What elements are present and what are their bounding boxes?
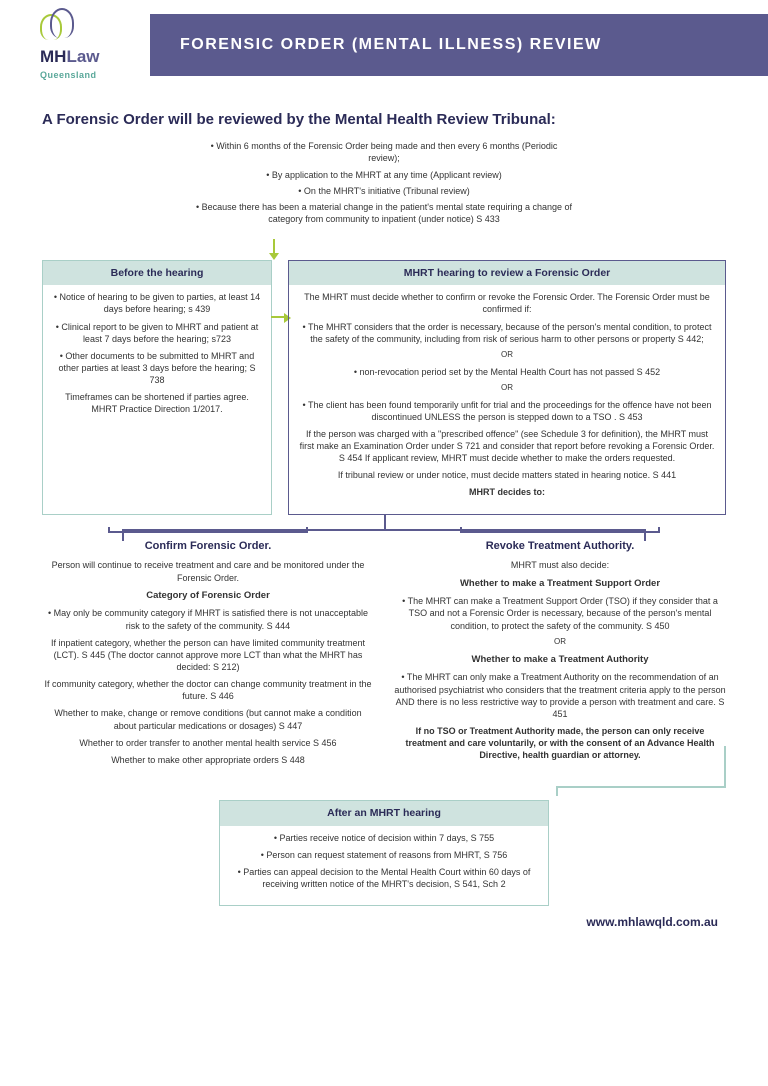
confirm-desc: Person will continue to receive treatmen… <box>42 559 374 583</box>
after-bullet: • Parties can appeal decision to the Men… <box>230 866 538 890</box>
hearing-decides: MHRT decides to: <box>299 486 715 498</box>
logo-region: Queensland <box>40 69 150 81</box>
before-bullet: • Other documents to be submitted to MHR… <box>53 350 261 386</box>
decision-row: Confirm Forensic Order. Person will cont… <box>42 531 726 787</box>
confirm-text: Whether to order transfer to another men… <box>42 737 374 749</box>
after-bullet: • Person can request statement of reason… <box>230 849 538 861</box>
revoke-desc: MHRT must also decide: <box>394 559 726 571</box>
after-bullet: • Parties receive notice of decision wit… <box>230 832 538 844</box>
revoke-title: Revoke Treatment Authority. <box>460 531 659 554</box>
revoke-column: Revoke Treatment Authority. MHRT must al… <box>394 531 726 787</box>
page-header: MHLaw Queensland FORENSIC ORDER (MENTAL … <box>0 0 768 90</box>
hearing-text: • non-revocation period set by the Menta… <box>299 366 715 378</box>
connector-icon <box>394 766 726 786</box>
intro-bullet: • Because there has been a material chan… <box>194 201 574 225</box>
revoke-text: If no TSO or Treatment Authority made, t… <box>394 725 726 761</box>
or-separator: OR <box>394 637 726 648</box>
confirm-column: Confirm Forensic Order. Person will cont… <box>42 531 374 787</box>
confirm-text: If inpatient category, whether the perso… <box>42 637 374 673</box>
hearing-text: • The MHRT considers that the order is n… <box>299 321 715 345</box>
confirm-title: Confirm Forensic Order. <box>108 531 307 554</box>
arrow-right-icon <box>271 316 285 318</box>
revoke-ta-header: Whether to make a Treatment Authority <box>394 654 726 667</box>
logo-mh: MH <box>40 47 66 66</box>
before-hearing-box: Before the hearing • Notice of hearing t… <box>42 260 272 514</box>
hearing-text: The MHRT must decide whether to confirm … <box>299 291 715 315</box>
before-bullet: Timeframes can be shortened if parties a… <box>53 391 261 415</box>
hearing-row: Before the hearing • Notice of hearing t… <box>42 260 726 514</box>
after-hearing-title: After an MHRT hearing <box>220 801 548 825</box>
confirm-text: Whether to make, change or remove condit… <box>42 707 374 731</box>
before-bullet: • Clinical report to be given to MHRT an… <box>53 321 261 345</box>
confirm-text: If community category, whether the docto… <box>42 678 374 702</box>
arrow-down-icon <box>0 239 616 260</box>
after-hearing-box: After an MHRT hearing • Parties receive … <box>219 800 549 906</box>
revoke-text: • The MHRT can only make a Treatment Aut… <box>394 671 726 720</box>
hearing-text: • The client has been found temporarily … <box>299 399 715 423</box>
hearing-text: If the person was charged with a "prescr… <box>299 428 715 464</box>
revoke-tso-header: Whether to make a Treatment Support Orde… <box>394 578 726 591</box>
revoke-text: • The MHRT can make a Treatment Support … <box>394 595 726 631</box>
confirm-cat-header: Category of Forensic Order <box>42 590 374 603</box>
confirm-text: Whether to make other appropriate orders… <box>42 754 374 766</box>
mhrt-hearing-title: MHRT hearing to review a Forensic Order <box>289 261 725 285</box>
before-hearing-title: Before the hearing <box>43 261 271 285</box>
logo-text: MHLaw Queensland <box>40 46 150 81</box>
logo-icon <box>40 8 76 44</box>
before-bullet: • Notice of hearing to be given to parti… <box>53 291 261 315</box>
intro-bullet: • By application to the MHRT at any time… <box>194 169 574 181</box>
logo-law: Law <box>66 47 99 66</box>
footer-url: www.mhlawqld.com.au <box>42 914 726 930</box>
mhrt-hearing-box: MHRT hearing to review a Forensic Order … <box>288 260 726 514</box>
subtitle: A Forensic Order will be reviewed by the… <box>42 110 726 130</box>
intro-block: • Within 6 months of the Forensic Order … <box>194 140 574 225</box>
title-band: FORENSIC ORDER (MENTAL ILLNESS) REVIEW <box>150 14 768 76</box>
confirm-text: • May only be community category if MHRT… <box>42 607 374 631</box>
page-title: FORENSIC ORDER (MENTAL ILLNESS) REVIEW <box>180 34 602 56</box>
intro-bullet: • On the MHRT's initiative (Tribunal rev… <box>194 185 574 197</box>
hearing-text: If tribunal review or under notice, must… <box>299 469 715 481</box>
intro-bullet: • Within 6 months of the Forensic Order … <box>194 140 574 164</box>
or-separator: OR <box>299 383 715 394</box>
logo: MHLaw Queensland <box>0 8 150 81</box>
or-separator: OR <box>299 350 715 361</box>
